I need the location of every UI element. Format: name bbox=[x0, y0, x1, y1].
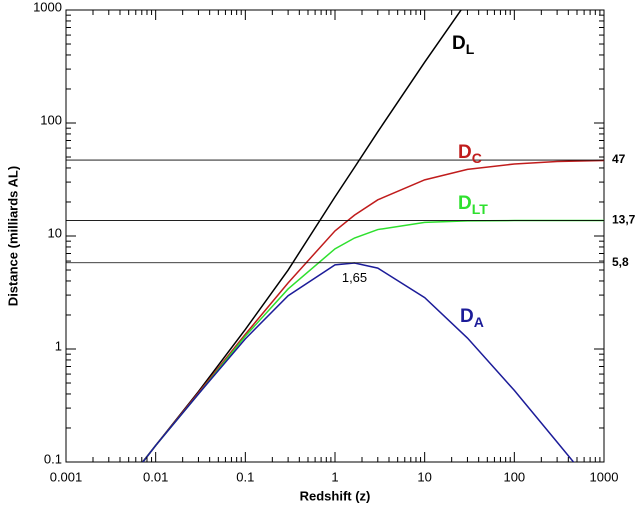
reference-label: 13,7 bbox=[612, 213, 636, 227]
series-line bbox=[141, 10, 462, 462]
series-label-subscript: L bbox=[466, 41, 475, 57]
series-label: DL bbox=[452, 33, 475, 57]
x-tick-label: 100 bbox=[503, 469, 525, 484]
x-tick-label: 10 bbox=[417, 469, 431, 484]
y-axis-title: Distance (milliards AL) bbox=[5, 166, 20, 306]
x-tick-label: 0.1 bbox=[236, 469, 254, 484]
reference-label: 47 bbox=[612, 152, 626, 166]
y-tick-label: 0.1 bbox=[44, 451, 62, 466]
series-label-subscript: C bbox=[472, 150, 482, 166]
series-label-name: D bbox=[460, 306, 474, 327]
series-line bbox=[141, 219, 604, 462]
y-tick-label: 1 bbox=[55, 338, 62, 353]
series-label-subscript: LT bbox=[472, 201, 489, 217]
series-label: DC bbox=[458, 142, 482, 166]
x-tick-label: 1 bbox=[331, 469, 338, 484]
series-label-name: D bbox=[458, 193, 472, 214]
series-line bbox=[141, 159, 604, 462]
plot-frame bbox=[65, 9, 605, 463]
series-label-subscript: A bbox=[474, 314, 484, 330]
series-label-name: D bbox=[452, 33, 466, 54]
plot-area bbox=[141, 10, 604, 462]
series-label: DA bbox=[460, 306, 484, 330]
x-axis-title: Redshift (z) bbox=[300, 488, 371, 503]
y-tick-label: 10 bbox=[48, 225, 62, 240]
x-tick-label: 0.01 bbox=[143, 469, 168, 484]
reference-label: 5,8 bbox=[612, 255, 629, 269]
series-label-name: D bbox=[458, 142, 472, 163]
series-line bbox=[141, 262, 575, 462]
x-tick-label: 1000 bbox=[590, 469, 619, 484]
x-tick-label: 0.001 bbox=[50, 469, 83, 484]
y-tick-label: 100 bbox=[40, 112, 62, 127]
series-label: DLT bbox=[458, 193, 488, 217]
y-tick-label: 1000 bbox=[33, 0, 62, 14]
annotation: 1,65 bbox=[342, 270, 367, 285]
